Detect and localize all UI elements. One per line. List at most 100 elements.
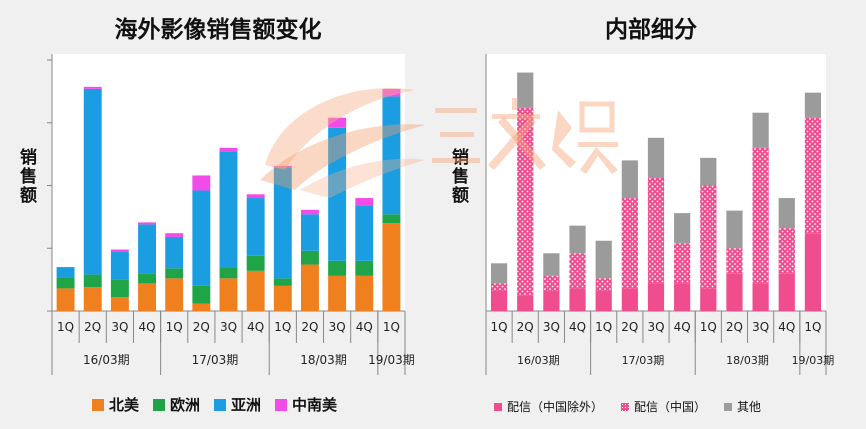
bar-segment-left-s0-c4 (165, 278, 184, 311)
bar-segment-right-s0-c11 (778, 273, 795, 311)
bar-segment-right-s2-c9 (726, 210, 743, 249)
bar-segment-right-s1-c2 (543, 275, 560, 291)
bar-segment-left-s0-c9 (301, 264, 319, 311)
bar-segment-right-s0-c0 (490, 290, 508, 311)
bar-segment-left-s1-c12 (382, 214, 401, 224)
x-tick-label: 1Q (274, 320, 291, 334)
legend-label: 其他 (737, 400, 762, 414)
bar-segment-right-s2-c1 (517, 72, 534, 108)
right-chart-panel: 内部细分 销售额 1Q 2Q 3Q 4Q 1Q 2Q 3Q 4Q 1Q 2Q 3Q 4Q 1Q 16/03… (436, 0, 866, 429)
x-tick-label: 2Q (193, 320, 210, 334)
bar-segment-left-s2-c2 (110, 252, 129, 280)
right-legend-item-2: 其他 (724, 398, 761, 415)
legend-swatch (214, 398, 227, 411)
left-y-axis-label: 销售额 (16, 148, 36, 205)
legend-label: 配信（中国除外） (507, 400, 604, 414)
x-tick-label: 4Q (569, 320, 586, 334)
bar-segment-left-s3-c4 (165, 233, 184, 237)
bar-segment-right-s1-c0 (490, 283, 508, 291)
bar-segment-right-s1-c7 (674, 243, 691, 284)
bar-segment-left-s0-c1 (83, 287, 102, 311)
legend-swatch (724, 402, 733, 411)
x-tick-label: 2Q (621, 320, 638, 334)
bar-segment-right-s1-c4 (595, 278, 612, 291)
bar-segment-right-s0-c4 (595, 290, 612, 311)
bar-segment-left-s3-c11 (355, 198, 374, 206)
bar-segment-left-s1-c2 (110, 279, 129, 298)
right-chart-title: 内部细分 (605, 17, 697, 43)
x-tick-label: 4Q (247, 320, 264, 334)
bar-segment-left-s3-c5 (192, 175, 211, 191)
left-legend: 北美 欧洲 亚洲 中南美 (92, 394, 351, 415)
right-chart-svg: 1Q 2Q 3Q 4Q 1Q 2Q 3Q 4Q 1Q 2Q 3Q 4Q 1Q 16/03期 17/03期 18… (485, 54, 834, 375)
bar-segment-left-s3-c7 (246, 194, 265, 199)
left-chart-panel: 海外影像销售额变化 销售额 1Q 2Q 3Q 4Q 1Q 2Q 3Q 4Q 1Q 2Q 3Q 4Q 1Q… (16, 17, 415, 415)
bar-segment-left-s0-c10 (328, 275, 347, 311)
x-tick-label: 1Q (166, 320, 183, 334)
bar-segment-left-s2-c10 (328, 127, 347, 261)
x-tick-label: 3Q (220, 320, 237, 334)
x-tick-label: 1Q (804, 320, 821, 334)
x-tick-label: 3Q (543, 320, 560, 334)
x-group-label: 19/03期 (368, 353, 415, 367)
bar-segment-left-s1-c10 (328, 260, 347, 276)
bar-segment-left-s2-c5 (192, 190, 211, 286)
x-tick-label: 4Q (356, 320, 373, 334)
x-tick-label: 1Q (57, 320, 74, 334)
bar-segment-right-s0-c1 (517, 295, 534, 311)
left-legend-item-0: 北美 (92, 394, 139, 415)
x-group-label: 18/03期 (300, 353, 347, 367)
x-tick-label: 2Q (84, 320, 101, 334)
bar-segment-left-s0-c11 (355, 275, 374, 311)
x-tick-label: 1Q (595, 320, 612, 334)
bar-segment-right-s1-c11 (778, 228, 795, 274)
bar-segment-left-s2-c0 (56, 267, 75, 278)
bar-segment-right-s1-c10 (752, 147, 769, 284)
x-tick-label: 4Q (778, 320, 795, 334)
bar-segment-left-s1-c8 (273, 278, 292, 286)
bar-segment-left-s1-c1 (83, 274, 102, 288)
bar-segment-right-s1-c8 (700, 185, 717, 289)
bar-segment-right-s2-c7 (674, 213, 691, 244)
bar-segment-left-s2-c1 (83, 88, 102, 275)
bar-segment-right-s2-c10 (752, 112, 769, 148)
bar-segment-right-s0-c8 (700, 288, 717, 311)
bar-segment-right-s2-c8 (700, 157, 717, 186)
bar-segment-right-s0-c3 (569, 288, 586, 311)
legend-swatch (621, 402, 630, 411)
x-tick-label: 3Q (329, 320, 346, 334)
bar-segment-right-s0-c6 (647, 283, 665, 311)
bar-segment-left-s0-c7 (246, 270, 265, 311)
bar-segment-left-s1-c9 (301, 250, 319, 265)
bar-segment-left-s1-c6 (219, 267, 238, 279)
legend-swatch (494, 402, 502, 411)
legend-label: 亚洲 (231, 396, 262, 414)
bar-segment-right-s2-c11 (778, 198, 795, 229)
bar-segment-left-s3-c2 (110, 249, 129, 253)
x-tick-label: 4Q (138, 320, 155, 334)
bar-segment-left-s0-c2 (110, 297, 129, 311)
x-tick-label: 1Q (700, 320, 717, 334)
bar-segment-left-s2-c4 (165, 236, 184, 269)
legend-label: 配信（中国） (634, 400, 707, 414)
x-tick-label: 1Q (383, 320, 400, 334)
x-group-label: 16/03期 (83, 353, 130, 367)
bar-segment-right-s0-c12 (804, 233, 822, 311)
bar-segment-right-s1-c6 (647, 177, 665, 284)
legend-label: 中南美 (292, 396, 338, 414)
legend-swatch (153, 398, 166, 411)
legend-label: 欧洲 (170, 396, 201, 414)
bar-segment-left-s0-c8 (273, 285, 292, 311)
bar-segment-right-s2-c12 (804, 92, 822, 118)
bar-segment-right-s0-c10 (752, 283, 769, 311)
legend-label: 北美 (109, 396, 140, 414)
bar-segment-right-s0-c2 (543, 290, 560, 311)
bar-segment-right-s2-c6 (647, 137, 665, 178)
bar-segment-right-s1-c1 (517, 107, 534, 296)
x-tick-label: 2Q (726, 320, 743, 334)
bar-segment-left-s0-c5 (192, 303, 211, 311)
bar-segment-left-s1-c5 (192, 285, 211, 304)
bar-segment-left-s0-c3 (138, 283, 156, 311)
x-tick-label: 3Q (647, 320, 664, 334)
bar-segment-left-s3-c6 (219, 147, 238, 152)
